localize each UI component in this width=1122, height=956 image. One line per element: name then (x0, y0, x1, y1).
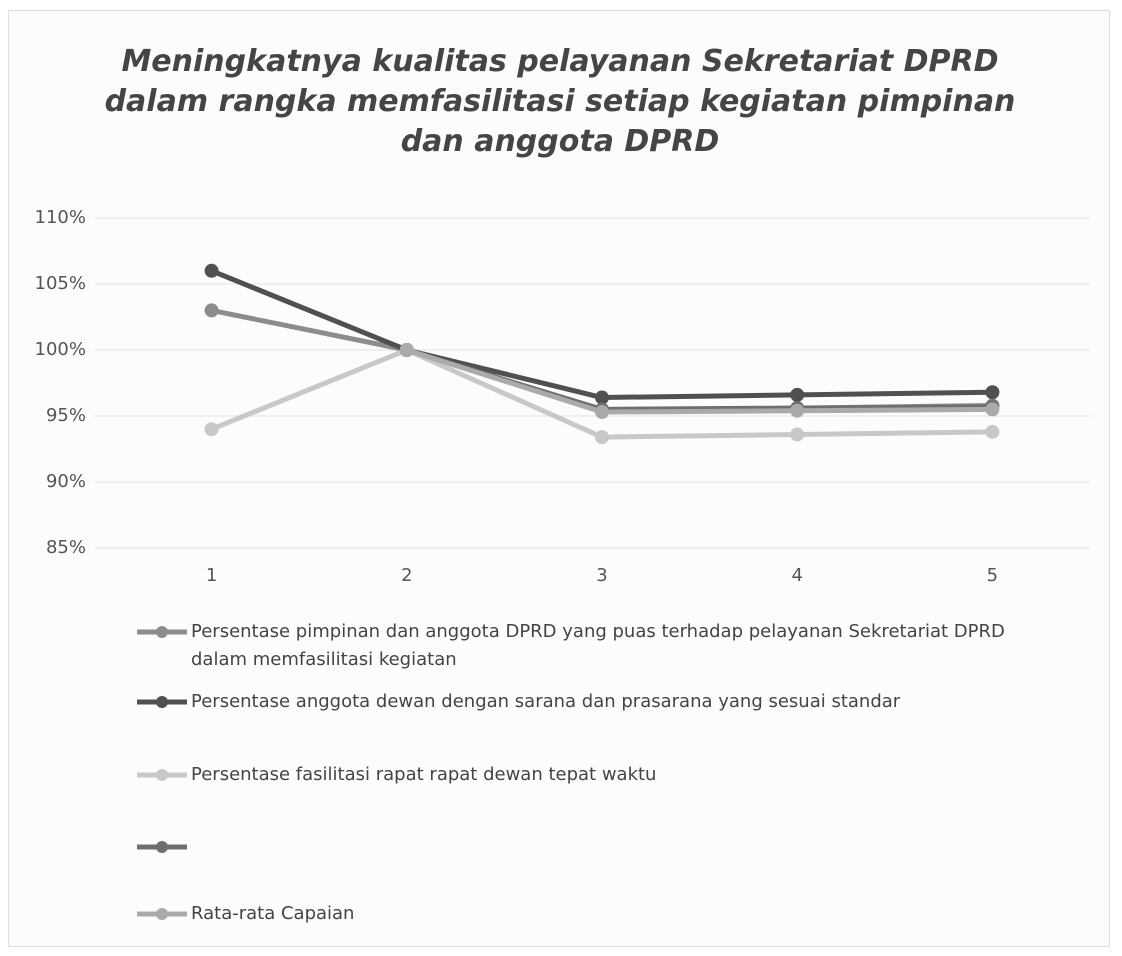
chart-title: Meningkatnya kualitas pelayanan Sekretar… (104, 44, 1016, 159)
legend-entry: Persentase fasilitasi rapat rapat dewan … (135, 761, 656, 789)
legend-label: Rata-rata Capaian (191, 903, 355, 924)
y-tick-label: 90% (46, 471, 86, 492)
legend-entry: Persentase pimpinan dan anggota DPRD yan… (135, 618, 1055, 674)
data-point (790, 387, 805, 402)
data-point (985, 424, 1000, 439)
legend-swatch (137, 841, 187, 853)
legend-label: Persentase anggota dewan dengan sarana d… (191, 691, 901, 712)
legend-swatch (137, 696, 187, 708)
legend-marker (156, 841, 168, 853)
x-tick-label: 4 (791, 565, 802, 586)
x-tick-label: 3 (596, 565, 607, 586)
y-tick-label: 85% (46, 537, 86, 558)
legend-marker (156, 908, 168, 920)
data-point (595, 390, 609, 405)
legend-marker (156, 769, 168, 781)
legend-swatch (137, 908, 187, 920)
data-point (790, 403, 805, 418)
legend-swatch (137, 626, 187, 638)
data-point (985, 385, 1000, 400)
data-point (204, 303, 219, 318)
legend-label: Persentase fasilitasi rapat rapat dewan … (191, 764, 657, 785)
legend-marker (156, 696, 168, 708)
x-tick-label: 1 (206, 565, 217, 586)
x-tick-label: 2 (401, 565, 412, 586)
legend-label: Persentase pimpinan dan anggota DPRD yan… (191, 621, 1005, 670)
data-point (790, 427, 805, 442)
y-tick-label: 100% (35, 339, 86, 360)
chart-frame (8, 10, 1110, 947)
legend-entry: Persentase anggota dewan dengan sarana d… (135, 688, 900, 716)
data-point (399, 343, 414, 357)
y-tick-label: 105% (35, 273, 86, 294)
x-tick-label: 5 (987, 565, 998, 586)
data-point (595, 405, 609, 420)
data-point (204, 263, 219, 278)
legend-marker (156, 626, 168, 638)
y-tick-label: 110% (35, 207, 86, 228)
data-point (204, 422, 219, 437)
series-line (406, 347, 993, 415)
y-tick-label: 95% (46, 405, 86, 426)
data-point (985, 402, 1000, 417)
data-point (595, 430, 609, 445)
legend-entry: Rata-rata Capaian (135, 900, 354, 928)
legend-swatch (137, 769, 187, 781)
